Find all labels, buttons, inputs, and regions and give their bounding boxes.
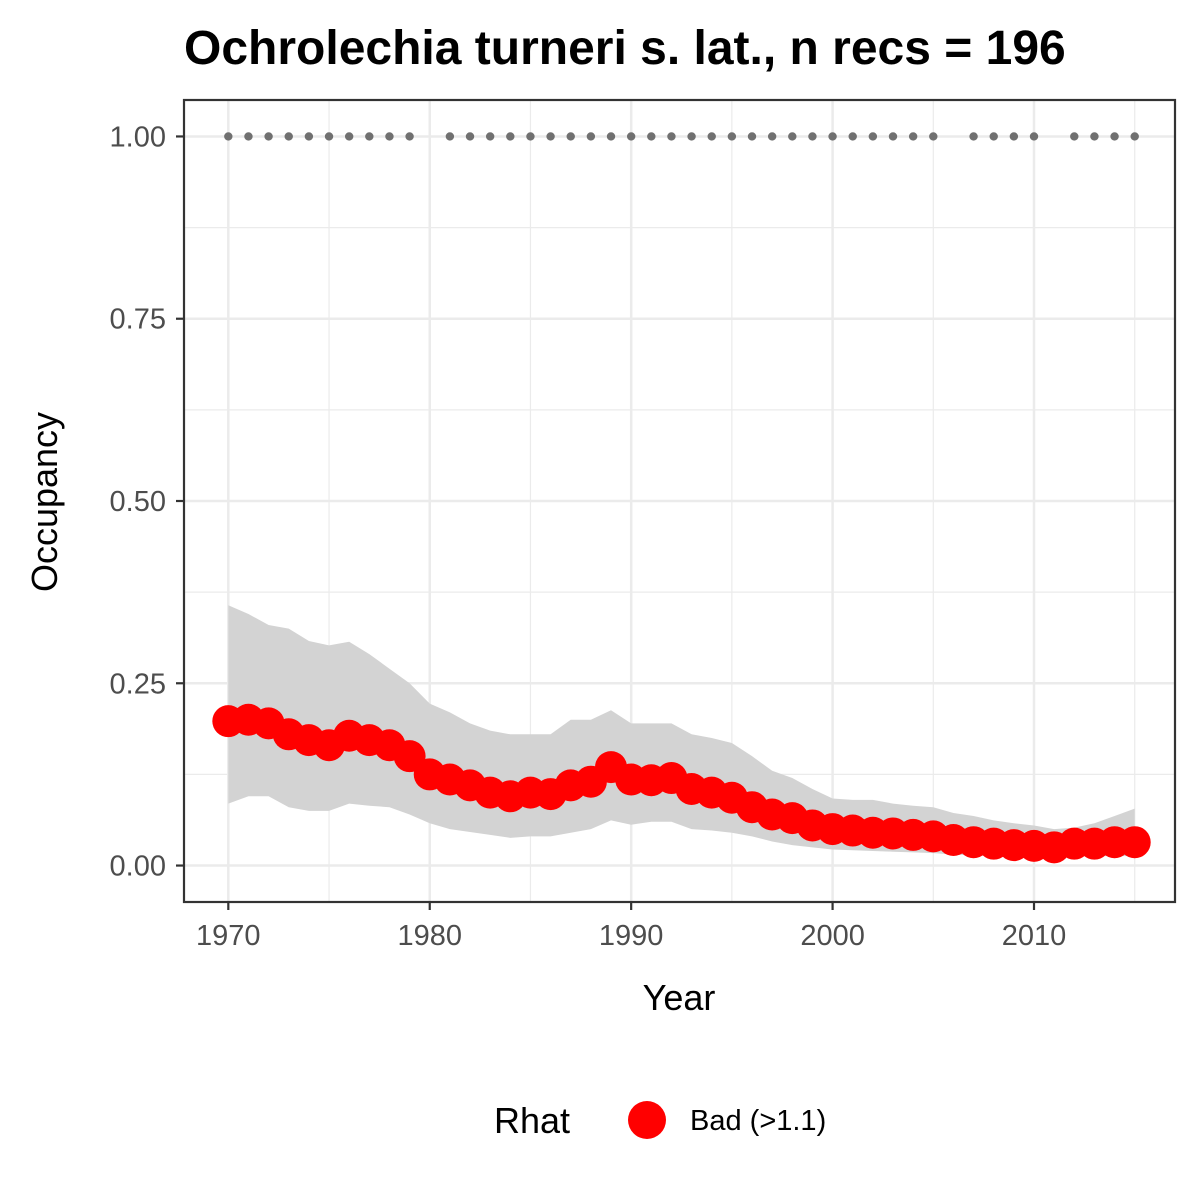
detection-point [1130, 132, 1139, 141]
legend-title: Rhat [494, 1100, 570, 1141]
legend-key-bad [628, 1101, 666, 1139]
y-tick-label: 0.50 [110, 486, 166, 518]
x-tick-label: 1980 [397, 920, 462, 952]
occupancy-series [212, 703, 1151, 864]
detection-point [929, 132, 938, 141]
detection-point [284, 132, 293, 141]
legend: Rhat Bad (>1.1) [494, 1100, 826, 1141]
y-tick-label: 0.25 [110, 668, 166, 700]
occupancy-point [1118, 826, 1151, 859]
detection-point [888, 132, 898, 141]
y-tick-label: 0.00 [110, 851, 166, 883]
y-axis: 0.00 0.25 0.50 0.75 1.00 [110, 121, 184, 883]
detection-point [868, 132, 878, 141]
detection-point [465, 132, 475, 141]
detection-point [727, 132, 737, 141]
detection-point [566, 132, 575, 141]
y-tick-label: 1.00 [110, 121, 166, 153]
detection-point [969, 132, 978, 141]
detection-point [485, 132, 495, 141]
y-tick-label: 0.75 [110, 304, 166, 336]
detection-point [224, 132, 233, 141]
detection-point [304, 132, 314, 141]
x-axis: 1970 1980 1990 2000 2010 [196, 902, 1066, 952]
detection-point [687, 132, 696, 141]
x-tick-label: 2000 [800, 920, 865, 952]
detection-point [1110, 132, 1119, 141]
detection-point [989, 132, 998, 141]
detection-point [848, 132, 857, 141]
x-tick-label: 1990 [599, 920, 664, 952]
detection-point [767, 132, 777, 141]
detection-point [586, 132, 596, 141]
detection-point [546, 132, 555, 141]
detection-point [1070, 132, 1079, 141]
detection-point [324, 132, 334, 141]
detection-point [344, 132, 354, 141]
detection-point [788, 132, 797, 141]
detection-point [1009, 132, 1019, 141]
detection-point [908, 132, 918, 141]
x-tick-label: 2010 [1002, 920, 1067, 952]
detection-point [365, 132, 374, 141]
detection-point [606, 132, 616, 141]
detection-point [808, 132, 817, 141]
detection-point [1090, 132, 1099, 141]
detection-point [747, 132, 757, 141]
detection-point [667, 132, 676, 141]
detection-point [526, 132, 535, 141]
chart-title: Ochrolechia turneri s. lat., n recs = 19… [184, 22, 1066, 75]
detection-point [626, 132, 636, 141]
detection-point [445, 132, 455, 141]
detection-point [506, 132, 515, 141]
detection-point [385, 132, 394, 141]
legend-label-bad: Bad (>1.1) [690, 1105, 826, 1137]
detection-point [828, 132, 837, 141]
x-tick-label: 1970 [196, 920, 261, 952]
detection-point [244, 132, 253, 141]
detection-point [707, 132, 716, 141]
gridlines [184, 100, 1175, 902]
detection-point [264, 132, 273, 141]
detection-point [405, 132, 414, 141]
y-axis-title: Occupancy [24, 412, 65, 592]
detection-point [1029, 132, 1039, 141]
detection-point [647, 132, 656, 141]
x-axis-title: Year [643, 977, 716, 1018]
detection-points [224, 132, 1139, 141]
